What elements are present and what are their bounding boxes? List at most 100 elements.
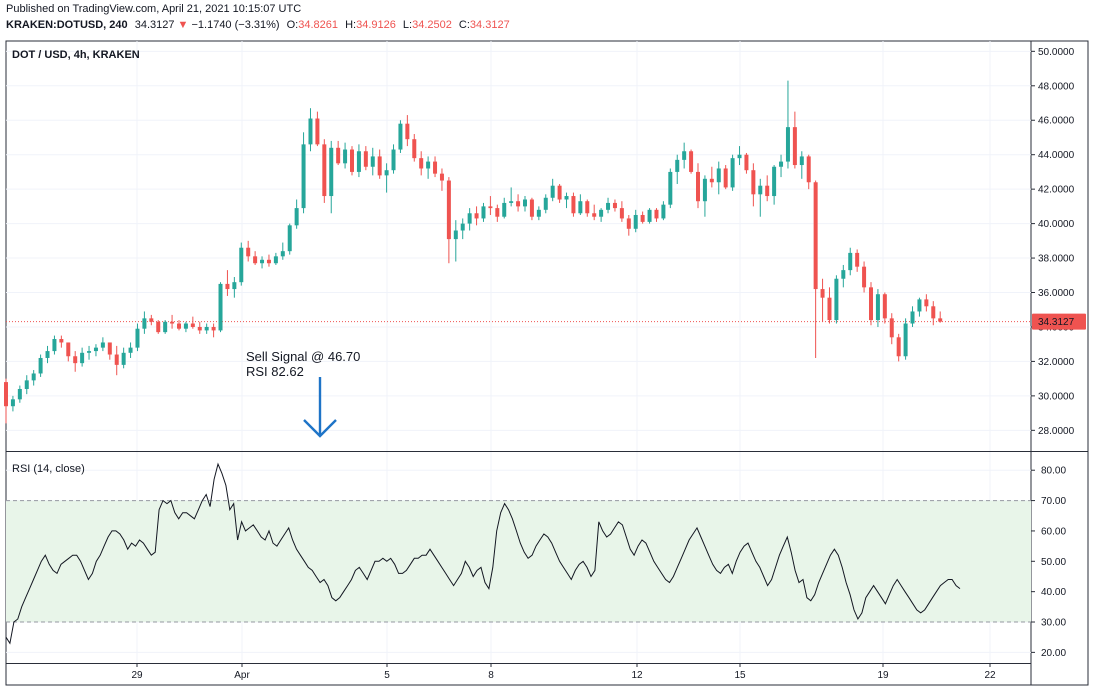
candle-body (474, 213, 479, 219)
candle (121, 347, 126, 369)
time-axis[interactable]: 29 Apr 5 8 12 15 19 22 (131, 663, 996, 681)
candle (751, 163, 756, 207)
candle-body (218, 283, 223, 331)
candle-body (612, 202, 617, 209)
candle-body (647, 209, 652, 222)
candle-body (938, 318, 943, 322)
candle (938, 311, 943, 323)
rsi-tick-label: 70.00 (1041, 496, 1066, 507)
candle-body (689, 151, 694, 172)
candle (882, 292, 887, 324)
candle-body (516, 201, 521, 207)
candle-body (377, 156, 382, 176)
candle-body (488, 206, 493, 209)
candle (772, 165, 777, 205)
candle (924, 294, 929, 312)
candle-body (253, 256, 258, 264)
candle-body (640, 214, 645, 222)
candle-body (903, 323, 908, 357)
candle (17, 385, 22, 403)
candle-body (177, 323, 181, 329)
chart-frame (5, 40, 1089, 686)
candle-body (308, 118, 313, 145)
rsi-line[interactable] (5, 462, 961, 645)
candle-body (433, 161, 438, 174)
candle (287, 223, 292, 255)
candle (308, 108, 313, 152)
candle (689, 149, 694, 174)
candle (412, 134, 417, 162)
candle (661, 201, 666, 221)
time-tick-label: 15 (734, 670, 746, 681)
candle-body (59, 339, 64, 343)
candle-body (114, 354, 119, 365)
candlestick-series[interactable] (4, 80, 943, 424)
candle-body (751, 170, 756, 195)
candle (931, 301, 936, 326)
rsi-tick-label: 80.00 (1041, 466, 1066, 477)
symbol-name[interactable]: KRAKEN:DOTUSD, 240 (6, 19, 128, 31)
candle-body (557, 185, 562, 200)
candle-body (834, 278, 839, 321)
time-tick-label: Apr (234, 670, 250, 681)
price-tick-label: 42.0000 (1038, 185, 1075, 196)
candle-body (675, 159, 680, 172)
candle (266, 254, 271, 267)
candle-body (52, 339, 57, 352)
current-price-tag: 34.3127 (1032, 313, 1086, 330)
candle (889, 313, 894, 345)
rsi-pane-title: RSI (14, close) (12, 463, 85, 475)
candle-body (350, 149, 354, 172)
candle (619, 201, 624, 222)
candle (523, 196, 527, 212)
candle (253, 251, 258, 265)
candle (571, 192, 576, 217)
price-tick-label: 32.0000 (1038, 357, 1075, 368)
candle-body (128, 347, 133, 353)
candle (59, 335, 64, 348)
candle-body (100, 342, 105, 348)
current-price-label: 34.3127 (1038, 317, 1075, 328)
candle (599, 208, 604, 222)
rsi-axis[interactable]: 20.00 30.00 40.00 50.00 60.00 70.00 80.00 (1031, 466, 1066, 659)
candle (183, 321, 188, 333)
candle-body (585, 201, 590, 214)
candle-body (163, 321, 168, 333)
candle (543, 194, 548, 214)
candle (820, 278, 825, 322)
candle (156, 320, 161, 334)
rsi-band-lines (6, 500, 1031, 623)
candle (467, 208, 472, 231)
candle (239, 242, 244, 286)
candle-body (121, 352, 126, 365)
rsi-tick-label: 60.00 (1041, 526, 1066, 537)
candle-body (197, 326, 202, 331)
candle-body (696, 171, 700, 202)
main-pane-title: DOT / USD, 4h, KRAKEN (12, 49, 140, 61)
candle-body (737, 154, 742, 159)
candle (633, 209, 638, 233)
candle-body (17, 388, 22, 400)
candle-body (412, 139, 417, 159)
candle-body (481, 206, 486, 219)
price-axis[interactable]: 28.000030.000032.000034.000036.000038.00… (1031, 47, 1075, 437)
time-tick-label: 22 (984, 670, 996, 681)
candle-body (785, 127, 790, 162)
close-label: C: (458, 19, 470, 31)
candle (709, 166, 714, 188)
candle-body (827, 297, 832, 321)
candle (785, 80, 790, 169)
candle (135, 323, 140, 352)
sell-signal-annotation: Sell Signal @ 46.70 RSI 82.62 (246, 349, 360, 438)
candle (350, 146, 354, 176)
time-tick-label: 29 (131, 670, 143, 681)
candle-body (329, 147, 334, 197)
candle-body (211, 326, 216, 331)
price-tick-label: 48.0000 (1038, 81, 1075, 92)
candle (336, 140, 341, 166)
candle (280, 242, 285, 260)
candle (536, 206, 541, 221)
candle (827, 287, 832, 324)
candle (716, 161, 721, 195)
